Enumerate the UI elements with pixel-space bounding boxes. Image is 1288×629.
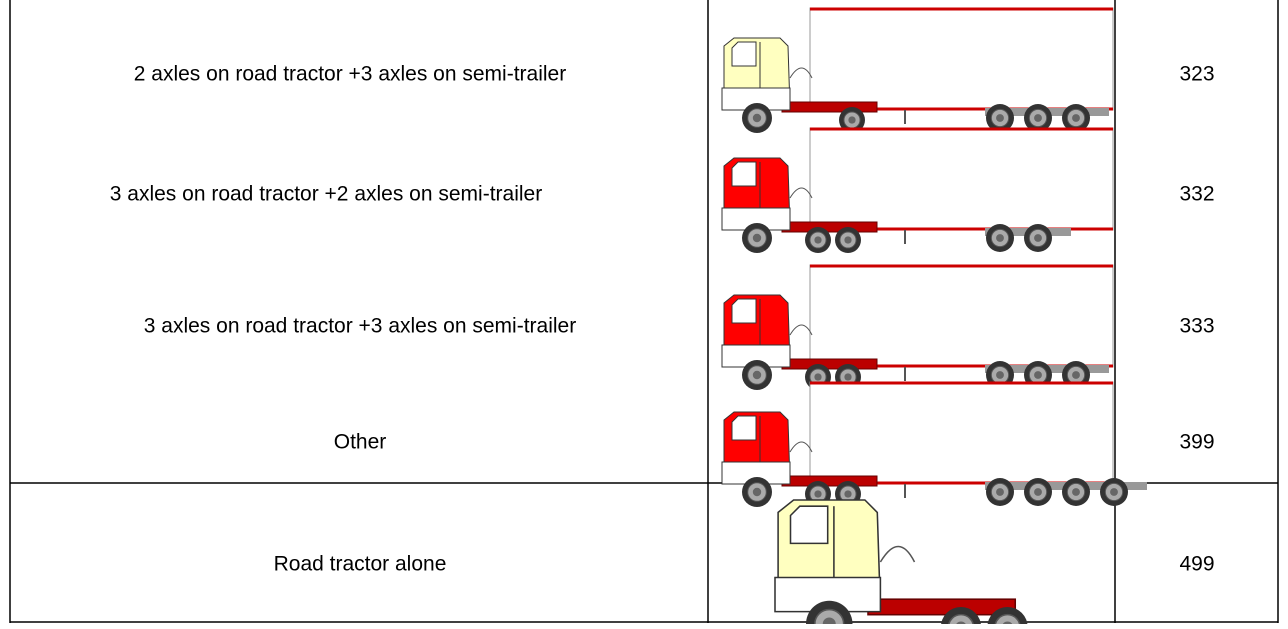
hub — [752, 487, 762, 497]
hub — [996, 371, 1004, 379]
chassis — [781, 475, 878, 487]
chassis — [781, 358, 878, 370]
vehicle-description: 3 axles on road tractor +2 axles on semi… — [110, 183, 542, 206]
hub — [814, 373, 822, 381]
hub — [996, 234, 1004, 242]
hub — [844, 373, 852, 381]
window — [731, 161, 757, 187]
hose — [789, 324, 813, 336]
table-lines — [9, 0, 1279, 623]
hose — [789, 187, 813, 199]
hub — [996, 114, 1004, 122]
fender — [721, 87, 791, 111]
fender — [721, 344, 791, 368]
hub — [1072, 371, 1080, 379]
hub — [844, 236, 852, 244]
hub — [996, 488, 1004, 496]
vehicle-code: 323 — [1179, 63, 1214, 86]
vehicle-code: 499 — [1179, 553, 1214, 576]
window — [731, 415, 757, 441]
vehicle-description: 2 axles on road tractor +3 axles on semi… — [134, 63, 566, 86]
window — [789, 505, 829, 545]
hub — [814, 490, 822, 498]
truck-illustrations — [721, 7, 1147, 629]
hose — [789, 441, 813, 453]
hub — [752, 370, 762, 380]
vehicle-code: 333 — [1179, 315, 1214, 338]
window — [731, 41, 757, 67]
hub — [1072, 114, 1080, 122]
trailer — [809, 7, 1114, 111]
chassis — [867, 598, 1017, 616]
truck — [721, 127, 1114, 253]
trailer — [809, 127, 1114, 231]
tractor-alone — [774, 499, 1028, 629]
hose — [789, 67, 813, 79]
hose — [879, 545, 916, 563]
vehicle-description: Road tractor alone — [274, 553, 447, 576]
hub — [1034, 114, 1042, 122]
chassis — [781, 221, 878, 233]
vehicle-code: 399 — [1179, 431, 1214, 454]
hub — [848, 116, 856, 124]
hub — [844, 490, 852, 498]
trailer — [809, 264, 1114, 368]
trailer — [809, 381, 1114, 485]
hub — [1034, 488, 1042, 496]
vehicle-description: Other — [334, 431, 387, 454]
hub — [752, 113, 762, 123]
fender — [721, 207, 791, 231]
fender — [774, 576, 882, 613]
truck — [721, 264, 1114, 390]
hub — [1072, 488, 1080, 496]
hub — [1110, 488, 1118, 496]
fender — [721, 461, 791, 485]
chassis — [781, 101, 878, 113]
hub — [814, 236, 822, 244]
tractor — [721, 37, 878, 133]
tractor — [721, 157, 878, 253]
hub — [1034, 234, 1042, 242]
hub — [1034, 371, 1042, 379]
window — [731, 298, 757, 324]
vehicle-description: 3 axles on road tractor +3 axles on semi… — [144, 315, 576, 338]
truck — [721, 7, 1114, 133]
truck — [721, 381, 1147, 507]
hub — [752, 233, 762, 243]
vehicle-code: 332 — [1179, 183, 1214, 206]
